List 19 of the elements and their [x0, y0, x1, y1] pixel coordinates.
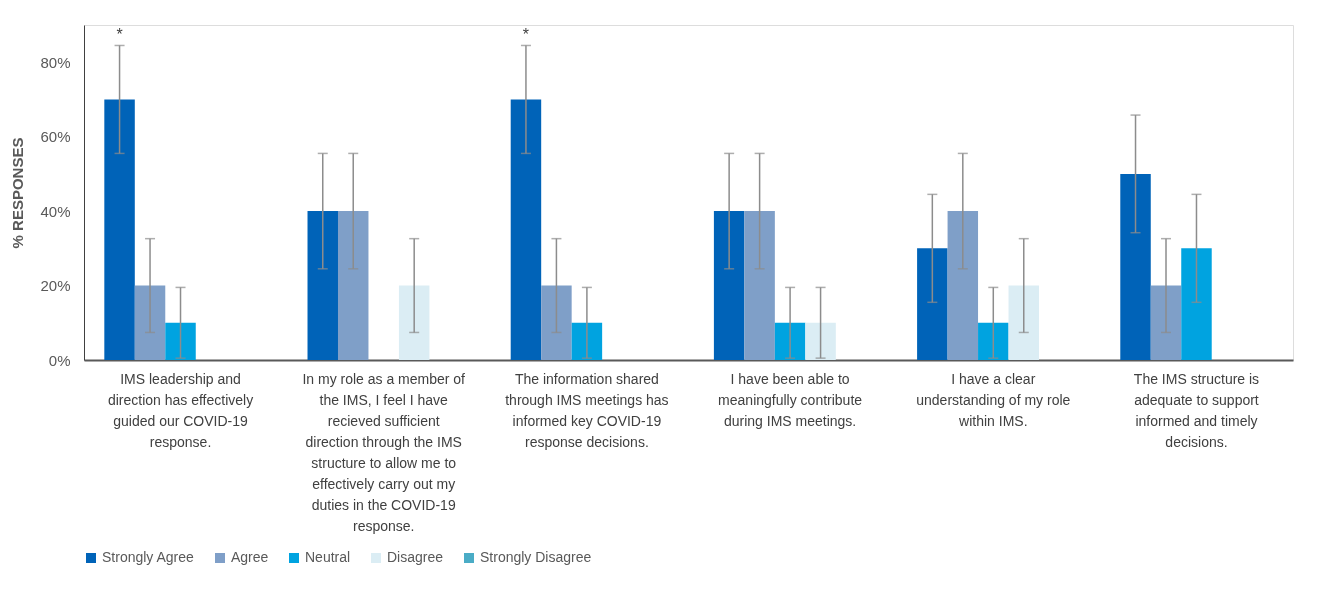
x-tick-label: The information shared through IMS meetings has informed key COVID-19 response decisions. [505, 370, 669, 450]
y-tick-label: 20% [40, 277, 71, 295]
y-tick-label: 40% [40, 202, 71, 220]
legend-label: Agree [231, 549, 269, 565]
y-tick-label: 60% [40, 128, 71, 146]
annotation: * [522, 26, 530, 44]
x-tick-label: I have a clear understanding of my role within IMS. [916, 370, 1071, 429]
legend-label: Disagree [387, 549, 444, 565]
legend-label: Neutral [305, 549, 351, 565]
y-tick-label: 0% [48, 351, 71, 369]
x-tick-label: The IMS structure is adequate to support informed and timely decisions. [1133, 370, 1260, 450]
x-tick-label: In my role as a member of the IMS, I feel I have recieved sufficient direction through the IMS structure to allow me to effectively carry out my duties in the COVID-19 response. [302, 370, 466, 534]
y-axis-title: % RESPONSES [9, 137, 27, 249]
legend-label: Strongly Agree [102, 549, 195, 565]
annotation: * [116, 26, 123, 44]
y-tick-label: 80% [40, 53, 71, 71]
x-tick-label: IMS leadership and direction has effectively guided our COVID-19 response. [107, 370, 254, 450]
legend-label: Strongly Disagree [480, 549, 592, 565]
x-tick-label: I have been able to meaningfully contribute during IMS meetings. [718, 370, 863, 429]
